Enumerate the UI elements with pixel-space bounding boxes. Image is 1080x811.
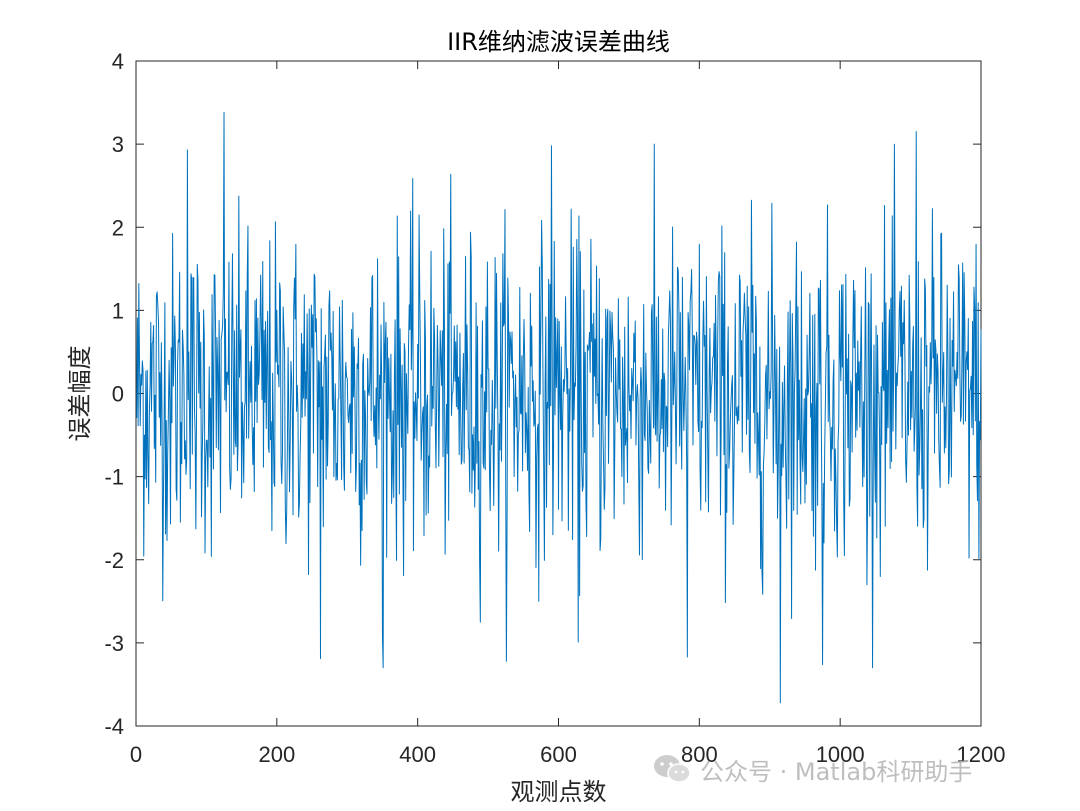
watermark-text: 公众号 · Matlab科研助手: [700, 757, 973, 786]
y-tick-label: 0: [112, 382, 124, 407]
watermark: 公众号 · Matlab科研助手: [652, 752, 972, 786]
x-tick-label: 800: [681, 742, 718, 767]
y-tick-label: 1: [112, 298, 124, 323]
x-tick-label: 1000: [816, 742, 865, 767]
series-group: [136, 112, 982, 704]
x-tick-label: 0: [130, 742, 142, 767]
tick-labels: 0 200 400 600 800 1000 1200 -4 -3 -2 -1 0 1 2 3 4: [104, 49, 1005, 767]
x-axis-label: 观测点数: [511, 778, 607, 806]
x-tick-label: 200: [258, 742, 295, 767]
y-tick-label: 4: [112, 49, 124, 74]
y-tick-label: -1: [104, 465, 124, 490]
y-tick-label: 2: [112, 215, 124, 240]
series-line: [136, 112, 982, 704]
y-tick-label: 3: [112, 132, 124, 157]
wechat-icon: [654, 755, 691, 783]
chart-title: IIR维纳滤波误差曲线: [447, 28, 670, 56]
y-axis-label: 误差幅度: [66, 346, 94, 442]
x-tick-label: 400: [399, 742, 436, 767]
x-tick-label: 1200: [957, 742, 1006, 767]
y-tick-label: -2: [104, 548, 124, 573]
x-tick-label: 600: [540, 742, 577, 767]
y-tick-label: -4: [104, 714, 124, 739]
y-tick-label: -3: [104, 631, 124, 656]
